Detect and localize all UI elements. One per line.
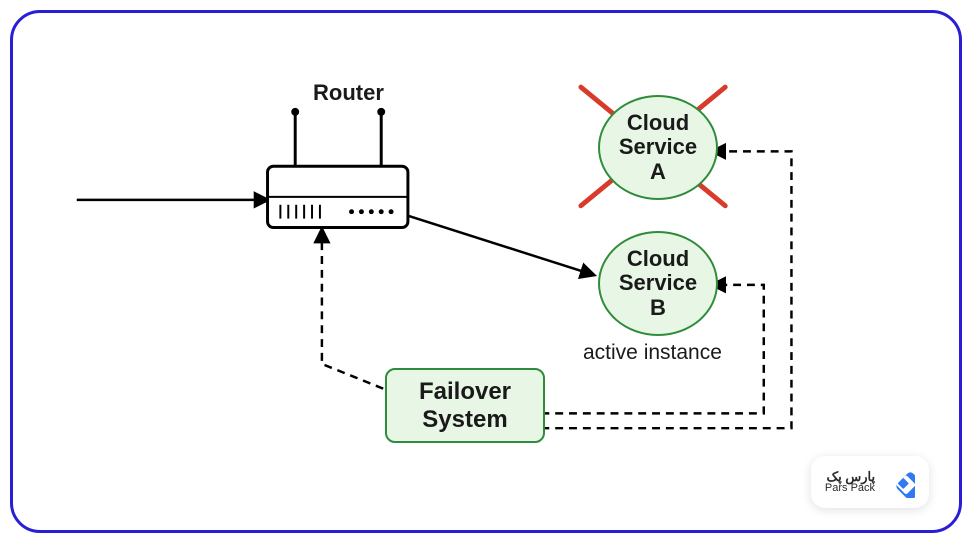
diagram-frame: Router Cloud Service A Cloud Service B a… — [10, 10, 962, 533]
active-instance-label: active instance — [583, 341, 722, 364]
failover-system-node: Failover System — [385, 368, 545, 443]
logo-text-bottom: Pars Pack — [825, 483, 875, 494]
service-a-line2: Service — [619, 135, 697, 159]
diagram-svg — [13, 13, 959, 530]
service-b-line2: Service — [619, 271, 697, 295]
service-b-line1: Cloud — [619, 247, 697, 271]
cloud-service-a-node: Cloud Service A — [598, 95, 718, 200]
active-instance-text: active instance — [583, 341, 722, 364]
failover-line2: System — [419, 406, 511, 434]
router-label-text: Router — [313, 80, 384, 105]
edge-failover-to-router — [322, 229, 383, 388]
service-b-line3: B — [619, 296, 697, 320]
router-label: Router — [313, 81, 384, 105]
logo-icon — [883, 466, 915, 498]
logo-badge: پارس پک Pars Pack — [811, 456, 929, 508]
service-a-line3: A — [619, 160, 697, 184]
cloud-service-b-node: Cloud Service B — [598, 231, 718, 336]
edge-router-to-b — [408, 216, 594, 275]
failover-line1: Failover — [419, 378, 511, 406]
service-a-line1: Cloud — [619, 111, 697, 135]
router-icon — [268, 108, 408, 228]
